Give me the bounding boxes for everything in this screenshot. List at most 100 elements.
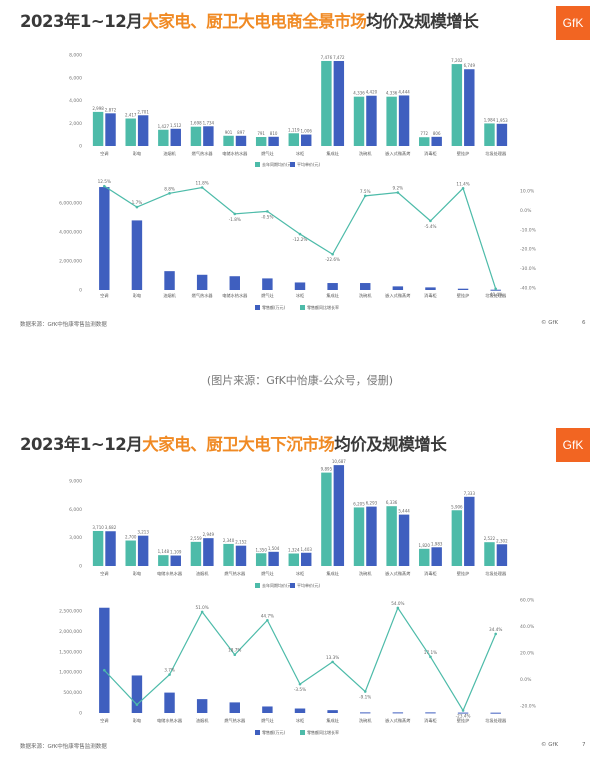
sales-bar <box>392 712 404 714</box>
y-tick-label: 6,000,000 <box>59 201 82 207</box>
bar-value-label: 4,444 <box>398 89 410 94</box>
growth-point <box>103 184 106 188</box>
legend-swatch <box>300 730 305 735</box>
growth-label: 11.8% <box>195 181 208 186</box>
y2-tick-label: 10.0% <box>520 189 535 195</box>
x-tick-label: 燃气热水器 <box>224 717 246 724</box>
price-bar <box>158 555 169 566</box>
title-prefix: 2023年1~12月 <box>20 435 143 454</box>
bar-value-label: 1,006 <box>300 129 312 134</box>
sales-bar <box>457 288 469 290</box>
sales-bar <box>425 287 436 290</box>
growth-label: 8.8% <box>164 186 175 191</box>
y-tick-label: 1,500,000 <box>59 649 82 655</box>
x-tick-label: 冰柜 <box>296 570 304 577</box>
sales-bar <box>262 278 273 290</box>
x-tick-label: 油烟机 <box>196 717 209 724</box>
price-bar <box>223 135 234 146</box>
growth-label: 9.2% <box>393 186 404 191</box>
x-tick-label: 消毒柜 <box>424 570 437 577</box>
growth-label: 51.0% <box>195 605 208 610</box>
bar-value-label: 6,749 <box>464 63 476 68</box>
y-tick-label: 0 <box>79 564 82 570</box>
image-caption: (图片来源：GfK中怡康-公众号，侵删) <box>206 374 394 387</box>
price-bar <box>137 115 149 146</box>
gfk-logo: GfK <box>556 428 590 462</box>
price-bar <box>398 514 410 566</box>
bar-value-label: 2,700 <box>125 535 137 540</box>
growth-label: -5.4% <box>424 224 436 229</box>
x-tick-label: 燃气灶 <box>261 717 274 724</box>
y2-tick-label: -10.0% <box>520 227 537 233</box>
bar-value-label: 897 <box>237 130 245 135</box>
x-tick-label: 彩电 <box>133 570 142 577</box>
y2-tick-label: 20.0% <box>520 651 535 657</box>
legend-label: 零售额(万元) <box>262 729 286 735</box>
price-bar <box>301 552 312 566</box>
price-bar <box>301 134 312 146</box>
growth-point <box>135 703 139 706</box>
sales-bar <box>262 706 273 713</box>
bar-value-label: 2,701 <box>137 109 149 114</box>
price-bar <box>431 547 442 566</box>
x-tick-label: 集成灶 <box>326 150 339 157</box>
growth-label: 7.5% <box>360 189 371 194</box>
slide-2-page-number: 7 <box>582 742 586 748</box>
price-bar <box>431 136 442 146</box>
bar-value-label: 2,417 <box>125 113 137 118</box>
bar-value-label: 1,109 <box>170 550 182 555</box>
legend-swatch <box>255 305 260 310</box>
price-bar <box>268 551 279 566</box>
growth-label: -12.2% <box>293 237 308 242</box>
legend-swatch <box>255 730 260 735</box>
x-tick-label: 垃圾处理器 <box>485 150 507 157</box>
x-tick-label: 洗碗机 <box>359 570 372 577</box>
x-tick-label: 壁挂炉 <box>457 150 470 157</box>
price-bar <box>255 553 267 566</box>
bar-value-label: 2,152 <box>235 540 247 545</box>
bar-value-label: 4,336 <box>386 91 398 96</box>
price-bar <box>137 535 149 566</box>
legend-label: 平均单价(元) <box>297 582 321 588</box>
slide-1-page-number: 6 <box>582 320 586 326</box>
price-bar <box>203 126 214 146</box>
bar-value-label: 7,476 <box>321 55 333 60</box>
bar-value-label: 806 <box>433 131 441 136</box>
x-tick-label: 电储水热水器 <box>222 150 248 157</box>
price-bar <box>105 531 116 566</box>
growth-point <box>266 618 269 622</box>
sales-bar <box>294 282 306 290</box>
price-bar <box>235 135 247 146</box>
growth-point <box>200 610 204 614</box>
price-bar <box>366 506 377 566</box>
growth-label: 3.7% <box>164 668 175 673</box>
price-bar <box>321 472 332 566</box>
bar-value-label: 1,734 <box>203 120 215 125</box>
bar-value-label: 7,472 <box>333 55 345 60</box>
price-bar <box>366 95 377 146</box>
x-tick-label: 彩电 <box>133 717 142 724</box>
bar-value-label: 7,333 <box>464 491 476 496</box>
growth-line <box>103 606 497 712</box>
x-tick-label: 彩电 <box>133 292 142 299</box>
sales-bar <box>99 607 110 713</box>
sales-bar <box>360 283 371 290</box>
x-tick-label: 油烟机 <box>163 292 176 299</box>
x-tick-label: 空调 <box>100 570 108 577</box>
price-bar <box>170 555 181 566</box>
growth-label: -40.4% <box>488 292 503 297</box>
slide-2-title: 2023年1~12月大家电、厨卫大电下沉市场均价及规模增长 <box>20 431 447 455</box>
x-tick-label: 油烟机 <box>163 150 176 157</box>
price-bar <box>288 553 299 566</box>
price-bar <box>496 123 508 146</box>
bar-value-label: 1,984 <box>484 117 496 122</box>
x-tick-label: 洗碗机 <box>359 150 372 157</box>
sales-bar <box>164 692 175 713</box>
growth-label: -3.5% <box>294 687 306 692</box>
growth-point <box>331 252 334 256</box>
x-tick-label: 垃圾处理器 <box>485 717 507 724</box>
growth-label: -1.8% <box>229 217 241 222</box>
growth-point <box>494 287 497 291</box>
sales-bar <box>392 286 404 290</box>
